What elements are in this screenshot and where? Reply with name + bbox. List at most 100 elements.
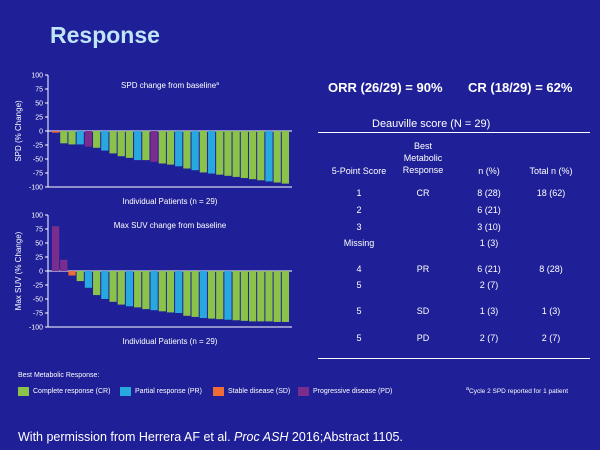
bar-spd-19 bbox=[199, 131, 207, 173]
legend-title: Best Metabolic Response: bbox=[18, 372, 100, 379]
legend-label: Partial response (PR) bbox=[135, 387, 202, 395]
bar-suv-23 bbox=[232, 271, 240, 321]
bar-suv-9 bbox=[117, 271, 125, 305]
header-response: Best Metabolic Response bbox=[402, 141, 444, 175]
bar-spd-28 bbox=[273, 131, 281, 183]
footnote-text: Cycle 2 SPD reported for 1 patient bbox=[469, 388, 569, 396]
bar-spd-13 bbox=[150, 131, 158, 162]
table-cell-score: 1 bbox=[356, 188, 362, 198]
table-cell-response: CR bbox=[416, 188, 430, 198]
cr-summary: CR (18/29) = 62% bbox=[468, 80, 573, 95]
header-n: n (%) bbox=[478, 166, 500, 176]
table-cell-response: PR bbox=[416, 264, 430, 274]
table-cell-score: 2 bbox=[356, 205, 362, 215]
legend-item-sd: Stable disease (SD) bbox=[213, 385, 290, 397]
legend-label: Progressive disease (PD) bbox=[313, 387, 393, 395]
bar-spd-20 bbox=[207, 131, 216, 174]
sd-swatch bbox=[213, 386, 224, 396]
table-cell-score: 5 bbox=[356, 306, 362, 316]
bar-suv-3 bbox=[68, 271, 76, 276]
bar-suv-15 bbox=[166, 271, 175, 313]
header-score: 5-Point Score bbox=[331, 166, 387, 176]
bar-suv-12 bbox=[142, 271, 150, 310]
bar-suv-17 bbox=[183, 271, 191, 316]
table-cell-n: 1 (3) bbox=[479, 306, 499, 316]
legend-label: Stable disease (SD) bbox=[228, 387, 291, 395]
x-axis-label: Individual Patients (n = 29) bbox=[123, 197, 218, 206]
y-tick-label: 50 bbox=[35, 101, 43, 108]
bar-suv-16 bbox=[175, 271, 183, 313]
table-top-rule bbox=[318, 132, 590, 133]
y-axis-label: Max SUV (% Change) bbox=[14, 231, 23, 310]
bar-suv-28 bbox=[273, 271, 281, 322]
bar-suv-24 bbox=[240, 271, 248, 321]
credit-journal: Proc ASH bbox=[234, 430, 289, 444]
bar-suv-10 bbox=[125, 271, 134, 307]
y-tick-label: 0 bbox=[39, 129, 43, 136]
table-cell-n: 3 (10) bbox=[477, 222, 501, 232]
chart-title: Max SUV change from baseline bbox=[114, 221, 227, 230]
y-axis-label: SPD (% Change) bbox=[14, 100, 23, 162]
table-cell-n: 8 (28) bbox=[477, 188, 501, 198]
bar-spd-9 bbox=[117, 131, 125, 157]
header-total: Total n (%) bbox=[529, 166, 573, 176]
bar-spd-4 bbox=[76, 131, 84, 145]
bar-suv-18 bbox=[191, 271, 199, 317]
y-tick-label: 100 bbox=[31, 73, 43, 80]
table-cell-n: 6 (21) bbox=[477, 205, 501, 215]
table-cell-score: 3 bbox=[356, 222, 362, 232]
table-cell-score: 5 bbox=[356, 280, 362, 290]
orr-summary: ORR (26/29) = 90% bbox=[328, 80, 443, 95]
table-cell-score: Missing bbox=[343, 238, 375, 248]
y-tick-label: 75 bbox=[35, 227, 43, 234]
x-axis-label: Individual Patients (n = 29) bbox=[123, 337, 218, 346]
bar-spd-7 bbox=[101, 131, 109, 151]
spd-waterfall-chart: 100 75 50 25 0 -25 -50 -75 -100 SPD change from b… bbox=[14, 73, 292, 206]
bar-spd-1 bbox=[52, 131, 60, 133]
bar-suv-19 bbox=[199, 271, 207, 319]
y-tick-label: 25 bbox=[35, 115, 43, 122]
credit-prefix: With permission from Herrera AF et al. bbox=[18, 430, 235, 444]
y-tick-label: 25 bbox=[35, 255, 43, 262]
y-tick-label: -75 bbox=[33, 311, 43, 318]
bar-suv-6 bbox=[93, 271, 101, 296]
bar-suv-26 bbox=[257, 271, 265, 322]
pd-swatch bbox=[298, 386, 309, 396]
bar-spd-8 bbox=[109, 131, 117, 154]
bar-spd-11 bbox=[134, 131, 142, 161]
bar-spd-2 bbox=[60, 131, 68, 144]
bar-suv-20 bbox=[207, 271, 216, 319]
bar-spd-29 bbox=[281, 131, 289, 184]
bar-spd-18 bbox=[191, 131, 199, 171]
bar-suv-5 bbox=[84, 271, 93, 288]
bar-spd-26 bbox=[257, 131, 265, 181]
table-bottom-rule bbox=[318, 358, 590, 359]
bar-spd-16 bbox=[175, 131, 183, 167]
bar-suv-27 bbox=[265, 271, 273, 322]
y-tick-label: -50 bbox=[33, 157, 43, 164]
bar-suv-7 bbox=[101, 271, 109, 299]
y-tick-label: -75 bbox=[33, 171, 43, 178]
bar-suv-21 bbox=[216, 271, 224, 320]
y-tick-label: 100 bbox=[31, 213, 43, 220]
legend-item-pd: Progressive disease (PD) bbox=[298, 385, 392, 397]
table-cell-total: 8 (28) bbox=[539, 264, 563, 274]
legend-label: Complete response (CR) bbox=[33, 387, 111, 395]
footnote-marker: a bbox=[466, 386, 470, 392]
table-cell-total: 1 (3) bbox=[541, 306, 561, 316]
bar-suv-11 bbox=[134, 271, 142, 308]
table-cell-response: PD bbox=[416, 333, 430, 343]
y-tick-label: 75 bbox=[35, 87, 43, 94]
bar-spd-14 bbox=[158, 131, 166, 164]
bar-spd-27 bbox=[265, 131, 273, 182]
bar-spd-25 bbox=[248, 131, 257, 180]
cr-swatch bbox=[18, 386, 29, 396]
footnote: aCycle 2 SPD reported for 1 patient bbox=[466, 386, 568, 395]
credit-suffix: 2016;Abstract 1105. bbox=[288, 430, 403, 444]
bar-suv-4 bbox=[76, 271, 84, 282]
y-tick-label: -25 bbox=[33, 283, 43, 290]
bar-spd-3 bbox=[68, 131, 76, 145]
table-cell-total: 18 (62) bbox=[536, 188, 566, 198]
table-cell-score: 5 bbox=[356, 333, 362, 343]
page-title: Response bbox=[50, 22, 160, 48]
